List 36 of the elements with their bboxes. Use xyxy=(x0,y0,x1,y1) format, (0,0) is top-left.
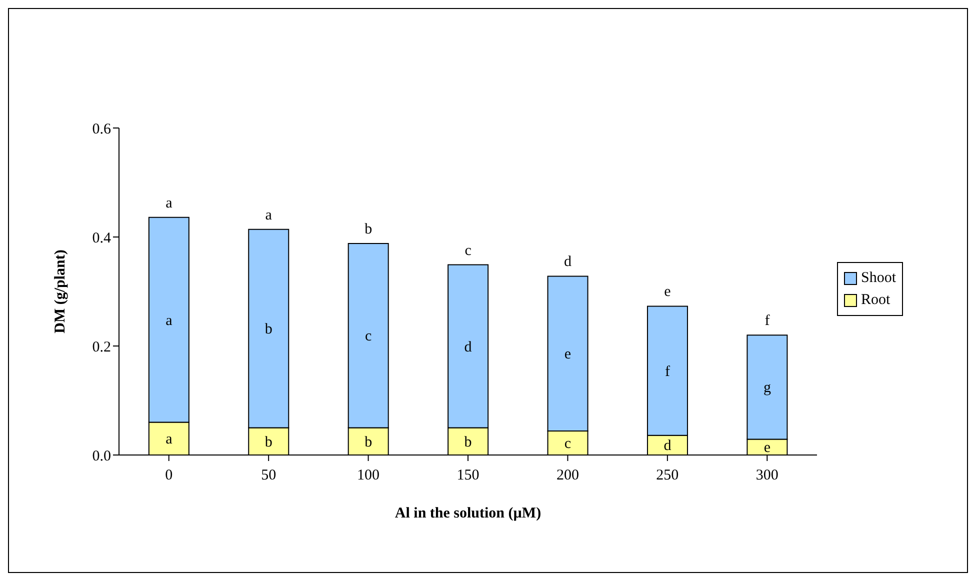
y-tick-label: 0.6 xyxy=(92,121,112,138)
total-label: a xyxy=(265,207,272,224)
total-label: a xyxy=(166,195,173,212)
x-tick-label: 150 xyxy=(456,468,480,484)
total-label: d xyxy=(564,254,572,270)
total-label: f xyxy=(764,313,770,330)
x-tick-label: 200 xyxy=(556,468,579,484)
data-label: e xyxy=(564,346,572,363)
y-tick-label: 0.4 xyxy=(92,230,112,246)
data-label: b xyxy=(264,322,272,338)
y-tick-label: 0.0 xyxy=(92,448,111,464)
total-label: c xyxy=(464,242,472,259)
x-tick-label: 0 xyxy=(165,468,173,484)
total-label: b xyxy=(364,222,372,238)
x-tick-label: 100 xyxy=(357,468,380,484)
y-axis-title: DM (g/plant) xyxy=(52,250,68,334)
data-label: c xyxy=(365,328,372,345)
x-axis-title: Al in the solution (µM) xyxy=(394,506,542,522)
data-label: b xyxy=(364,434,372,450)
y-tick-label: 0.2 xyxy=(92,339,111,356)
data-label: g xyxy=(763,380,772,396)
legend-label: Root xyxy=(861,291,890,310)
data-label: d xyxy=(664,438,672,454)
x-tick-label: 250 xyxy=(656,468,679,484)
data-label: a xyxy=(166,312,173,329)
data-label: a xyxy=(166,432,173,448)
x-tick-label: 300 xyxy=(756,468,778,484)
data-label: f xyxy=(664,364,670,380)
data-label: c xyxy=(564,436,572,452)
data-label: d xyxy=(464,339,472,356)
data-label: b xyxy=(264,434,272,450)
data-label: e xyxy=(764,440,771,456)
total-label: e xyxy=(664,284,672,300)
x-tick-label: 50 xyxy=(261,468,276,484)
legend-label: Shoot xyxy=(861,269,896,288)
data-label: b xyxy=(464,434,472,450)
